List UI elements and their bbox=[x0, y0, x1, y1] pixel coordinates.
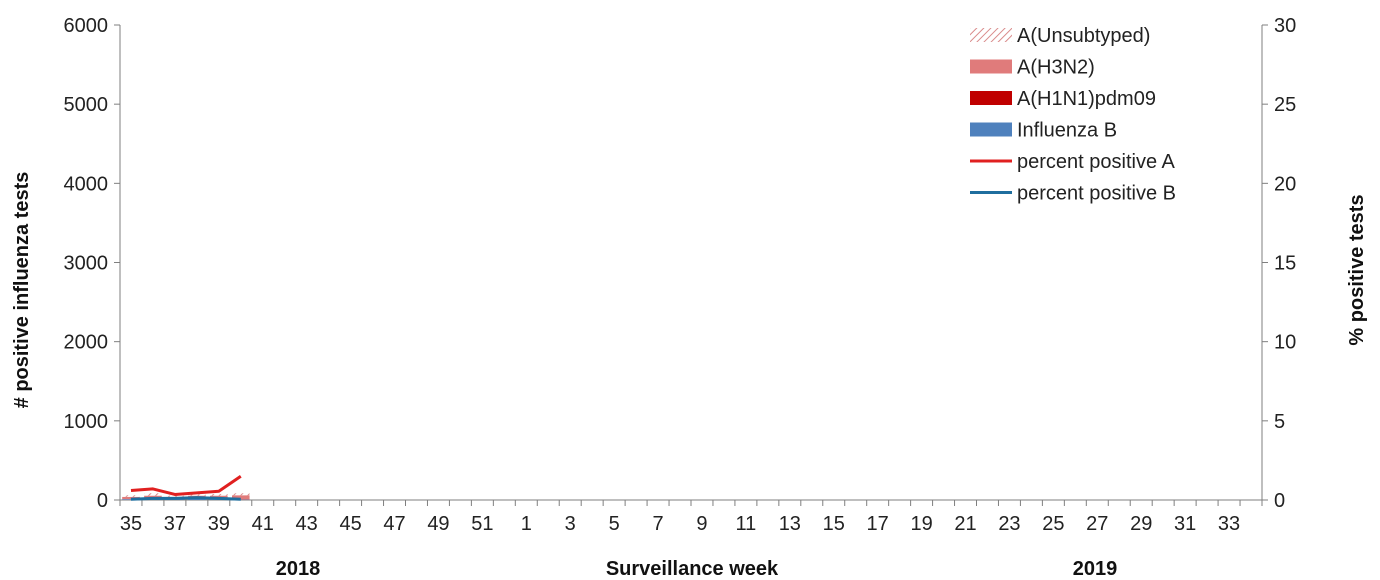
x-tick-label: 33 bbox=[1218, 513, 1240, 535]
labels-layer: # positive influenza tests % positive te… bbox=[11, 172, 1368, 580]
x-tick-label: 5 bbox=[609, 513, 620, 535]
y-axis-left-title: # positive influenza tests bbox=[11, 172, 33, 409]
y-right-tick-label: 10 bbox=[1274, 332, 1296, 354]
legend: A(Unsubtyped) A(H3N2) A(H1N1)pdm09 Influenz… bbox=[970, 25, 1176, 205]
bar-a-unsubtyped- bbox=[188, 494, 206, 496]
legend-label: A(H1N1)pdm09 bbox=[1017, 88, 1156, 110]
x-tick-label: 1 bbox=[521, 513, 532, 535]
x-tick-label: 39 bbox=[208, 513, 230, 535]
x-tick-label: 11 bbox=[736, 513, 757, 535]
y-left-tick-label: 3000 bbox=[64, 253, 109, 275]
bar-a-h3n2- bbox=[232, 495, 250, 500]
x-tick-label: 7 bbox=[652, 513, 663, 535]
y-right-tick-label: 5 bbox=[1274, 411, 1285, 433]
x-axis-title: Surveillance week bbox=[606, 558, 779, 580]
x-tick-label: 23 bbox=[998, 513, 1020, 535]
x-tick-label: 35 bbox=[120, 513, 142, 535]
x-tick-label: 51 bbox=[471, 513, 493, 535]
y-right-tick-label: 15 bbox=[1274, 253, 1296, 275]
legend-swatch bbox=[970, 122, 1012, 137]
x-tick-label: 31 bbox=[1174, 513, 1196, 535]
legend-label: percent positive B bbox=[1017, 183, 1176, 205]
bar-a-unsubtyped- bbox=[232, 493, 250, 496]
x-tick-label: 9 bbox=[696, 513, 707, 535]
y-axis-right-title: % positive tests bbox=[1346, 194, 1368, 345]
lines-layer bbox=[130, 475, 242, 501]
bar-a-unsubtyped- bbox=[144, 493, 162, 496]
y-left-tick-label: 6000 bbox=[64, 15, 109, 37]
x-tick-label: 29 bbox=[1130, 513, 1152, 535]
y-left-tick-label: 5000 bbox=[64, 94, 109, 116]
bar-a-unsubtyped- bbox=[210, 494, 228, 496]
y-left-tick-label: 0 bbox=[97, 490, 108, 512]
legend-label: Influenza B bbox=[1017, 120, 1117, 142]
season-label-2018: 2018 bbox=[276, 558, 321, 580]
y-right-tick-label: 30 bbox=[1274, 15, 1296, 37]
bar-a-unsubtyped- bbox=[166, 495, 184, 497]
line-percent-positive-a bbox=[130, 475, 242, 496]
x-tick-label: 47 bbox=[383, 513, 405, 535]
x-tick-label: 41 bbox=[252, 513, 274, 535]
legend-label: percent positive A bbox=[1017, 151, 1176, 173]
line-percent-positive-b bbox=[130, 496, 241, 501]
legend-label: A(H3N2) bbox=[1017, 57, 1095, 79]
x-tick-label: 45 bbox=[339, 513, 361, 535]
legend-label: A(Unsubtyped) bbox=[1017, 25, 1150, 47]
x-tick-label: 13 bbox=[779, 513, 801, 535]
x-tick-label: 43 bbox=[296, 513, 318, 535]
legend-swatch bbox=[970, 59, 1012, 74]
x-tick-label: 3 bbox=[565, 513, 576, 535]
bar-a-unsubtyped- bbox=[122, 495, 140, 497]
y-right-tick-label: 20 bbox=[1274, 173, 1296, 195]
x-tick-label: 15 bbox=[823, 513, 845, 535]
bar-a-h3n2- bbox=[210, 495, 228, 499]
x-tick-label: 17 bbox=[867, 513, 889, 535]
x-tick-label: 19 bbox=[910, 513, 932, 535]
x-tick-label: 21 bbox=[954, 513, 976, 535]
legend-swatch bbox=[970, 28, 1012, 42]
x-tick-label: 27 bbox=[1086, 513, 1108, 535]
y-left-tick-label: 1000 bbox=[64, 411, 109, 433]
bar-influenza-b bbox=[122, 499, 140, 500]
y-left-tick-label: 4000 bbox=[64, 173, 109, 195]
x-tick-label: 25 bbox=[1042, 513, 1064, 535]
y-right-tick-label: 0 bbox=[1274, 490, 1285, 512]
legend-swatch bbox=[970, 91, 1012, 105]
y-left-tick-label: 2000 bbox=[64, 332, 109, 354]
x-tick-label: 37 bbox=[164, 513, 186, 535]
season-label-2019: 2019 bbox=[1073, 558, 1118, 580]
x-tick-label: 49 bbox=[427, 513, 449, 535]
y-right-tick-label: 25 bbox=[1274, 94, 1296, 116]
